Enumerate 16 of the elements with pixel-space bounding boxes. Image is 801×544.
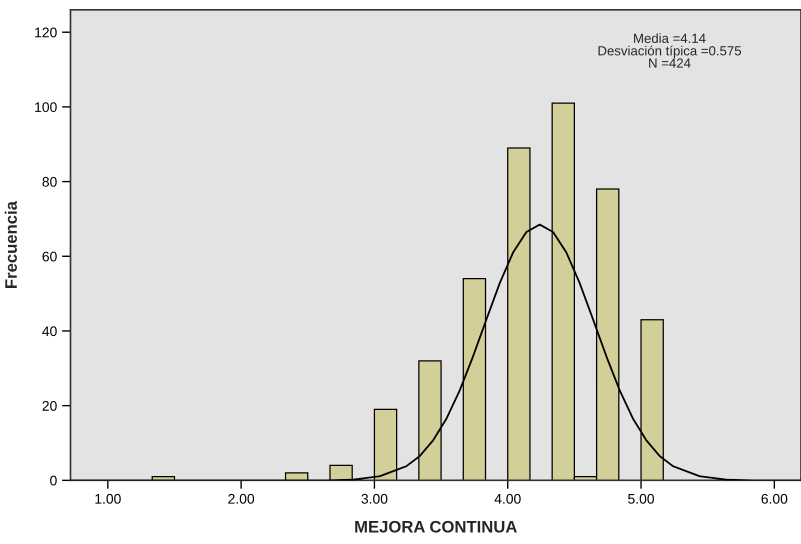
x-tick-label: 4.00 [494,494,521,504]
y-tick-label: 100 [35,102,57,112]
x-tick-label: 1.00 [95,494,121,504]
y-tick-label: 20 [42,400,57,411]
y-axis-title: Frecuencia [4,200,17,288]
y-tick-label: 60 [42,252,57,262]
y-tick-label: 120 [35,28,57,38]
annotation: Media =4.14 Desviación típica =0.575 N =424 [598,33,742,68]
x-tick-label: 6.00 [762,494,788,504]
x-axis-title: MEJORA CONTINUA [355,520,517,533]
y-tick-label: 0 [50,476,57,486]
x-tick-label: 2.00 [228,494,254,504]
x-tick-label: 3.00 [361,494,388,504]
y-tick-label: 80 [42,176,57,187]
y-tick-label: 40 [42,326,57,336]
x-tick-label: 5.00 [628,494,654,504]
